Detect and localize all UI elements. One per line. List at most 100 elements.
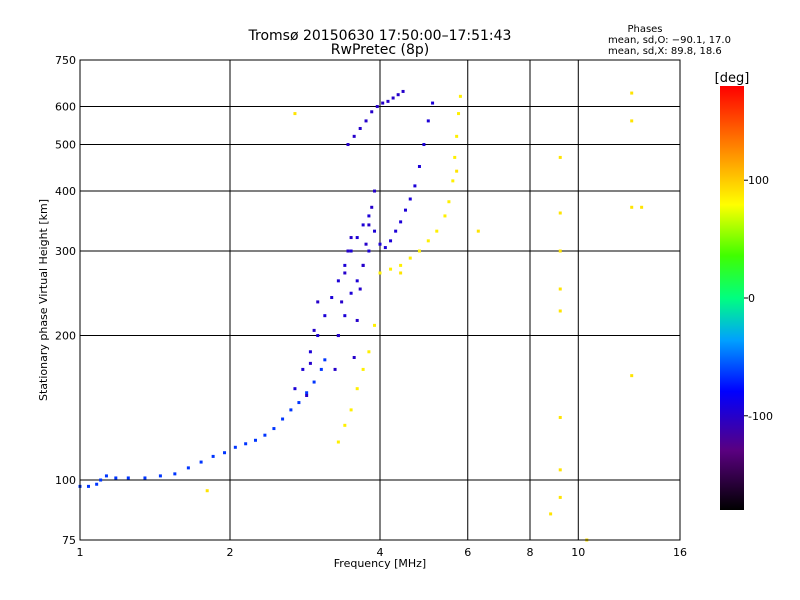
y-tick-label: 100 bbox=[55, 474, 76, 487]
y-tick-labels: 75 100 200 300 400 500 600 750 bbox=[55, 54, 76, 547]
data-point bbox=[373, 189, 377, 193]
stats-line-o: mean, sd,O: −90.1, 17.0 bbox=[608, 35, 731, 46]
colorbar-ticks: 100 0 -100 bbox=[744, 174, 773, 423]
data-point bbox=[316, 334, 320, 338]
data-point bbox=[455, 169, 459, 173]
data-point bbox=[373, 323, 377, 327]
data-point bbox=[413, 184, 417, 188]
data-points bbox=[78, 89, 644, 542]
data-point bbox=[630, 374, 634, 378]
data-point bbox=[289, 408, 293, 412]
data-point bbox=[378, 271, 382, 275]
data-point bbox=[399, 220, 403, 224]
data-point bbox=[297, 401, 301, 405]
colorbar bbox=[720, 86, 744, 510]
data-point bbox=[336, 334, 340, 338]
data-point bbox=[367, 249, 371, 253]
data-point bbox=[558, 415, 562, 419]
data-point bbox=[558, 249, 562, 253]
data-point bbox=[431, 101, 435, 105]
data-point bbox=[378, 242, 382, 246]
data-point bbox=[336, 279, 340, 283]
data-point bbox=[630, 119, 634, 123]
data-point bbox=[458, 94, 462, 98]
y-tick-label: 600 bbox=[55, 101, 76, 114]
data-point bbox=[186, 466, 190, 470]
data-point bbox=[244, 442, 248, 446]
data-point bbox=[383, 246, 387, 250]
data-point bbox=[640, 205, 644, 209]
data-point bbox=[361, 367, 365, 371]
data-point bbox=[305, 391, 309, 395]
data-point bbox=[386, 99, 390, 103]
stats-line-x: mean, sd,X: 89.8, 18.6 bbox=[608, 46, 722, 57]
data-point bbox=[143, 476, 147, 480]
data-point bbox=[361, 223, 365, 227]
data-point bbox=[443, 214, 447, 218]
data-point bbox=[352, 134, 356, 138]
data-point bbox=[316, 300, 320, 304]
data-point bbox=[308, 361, 312, 365]
data-point bbox=[343, 314, 347, 318]
data-point bbox=[558, 287, 562, 291]
data-point bbox=[451, 179, 455, 183]
data-point bbox=[293, 387, 297, 391]
data-point bbox=[223, 451, 227, 455]
data-point bbox=[355, 279, 359, 283]
x-tick-label: 1 bbox=[77, 546, 84, 559]
data-point bbox=[343, 271, 347, 275]
data-point bbox=[558, 495, 562, 499]
data-point bbox=[403, 208, 407, 212]
y-tick-label: 75 bbox=[62, 534, 76, 547]
data-point bbox=[367, 214, 371, 218]
data-point bbox=[343, 423, 347, 427]
data-point bbox=[330, 296, 334, 300]
chart-subtitle: RwPretec (8p) bbox=[331, 42, 429, 58]
data-point bbox=[381, 101, 385, 105]
data-point bbox=[367, 223, 371, 227]
data-point bbox=[426, 239, 430, 243]
plot-grid bbox=[80, 60, 680, 540]
data-point bbox=[422, 143, 426, 147]
data-point bbox=[349, 236, 353, 240]
data-point bbox=[272, 427, 276, 431]
x-tick-label: 10 bbox=[571, 546, 585, 559]
data-point bbox=[373, 229, 377, 233]
plot-frame bbox=[79, 59, 681, 541]
data-point bbox=[349, 408, 353, 412]
data-point bbox=[364, 242, 368, 246]
data-point bbox=[340, 300, 344, 304]
data-point bbox=[426, 119, 430, 123]
data-point bbox=[457, 112, 461, 116]
x-tick-label: 16 bbox=[673, 546, 687, 559]
y-tick-label: 500 bbox=[55, 139, 76, 152]
data-point bbox=[211, 454, 215, 458]
stats-heading: Phases bbox=[627, 24, 662, 35]
data-point bbox=[435, 229, 439, 233]
y-tick-label: 750 bbox=[55, 54, 76, 67]
data-point bbox=[114, 476, 118, 480]
data-point bbox=[343, 263, 347, 267]
data-point bbox=[558, 155, 562, 159]
data-point bbox=[364, 119, 368, 123]
data-point bbox=[358, 287, 362, 291]
data-point bbox=[352, 355, 356, 359]
y-tick-label: 400 bbox=[55, 185, 76, 198]
data-point bbox=[312, 380, 316, 384]
data-point bbox=[355, 236, 359, 240]
data-point bbox=[336, 440, 340, 444]
colorbar-label: [deg] bbox=[715, 71, 750, 86]
data-point bbox=[417, 249, 421, 253]
data-point bbox=[263, 433, 267, 437]
colorbar-tick-label: 100 bbox=[748, 174, 769, 187]
y-axis-label: Stationary phase Virtual Height [km] bbox=[37, 199, 50, 401]
data-point bbox=[86, 484, 90, 488]
data-point bbox=[323, 358, 327, 362]
data-point bbox=[558, 211, 562, 215]
data-point bbox=[375, 105, 379, 109]
data-point bbox=[319, 367, 323, 371]
x-axis-label: Frequency [MHz] bbox=[334, 557, 426, 570]
data-point bbox=[349, 249, 353, 253]
data-point bbox=[361, 263, 365, 267]
data-point bbox=[199, 460, 203, 464]
